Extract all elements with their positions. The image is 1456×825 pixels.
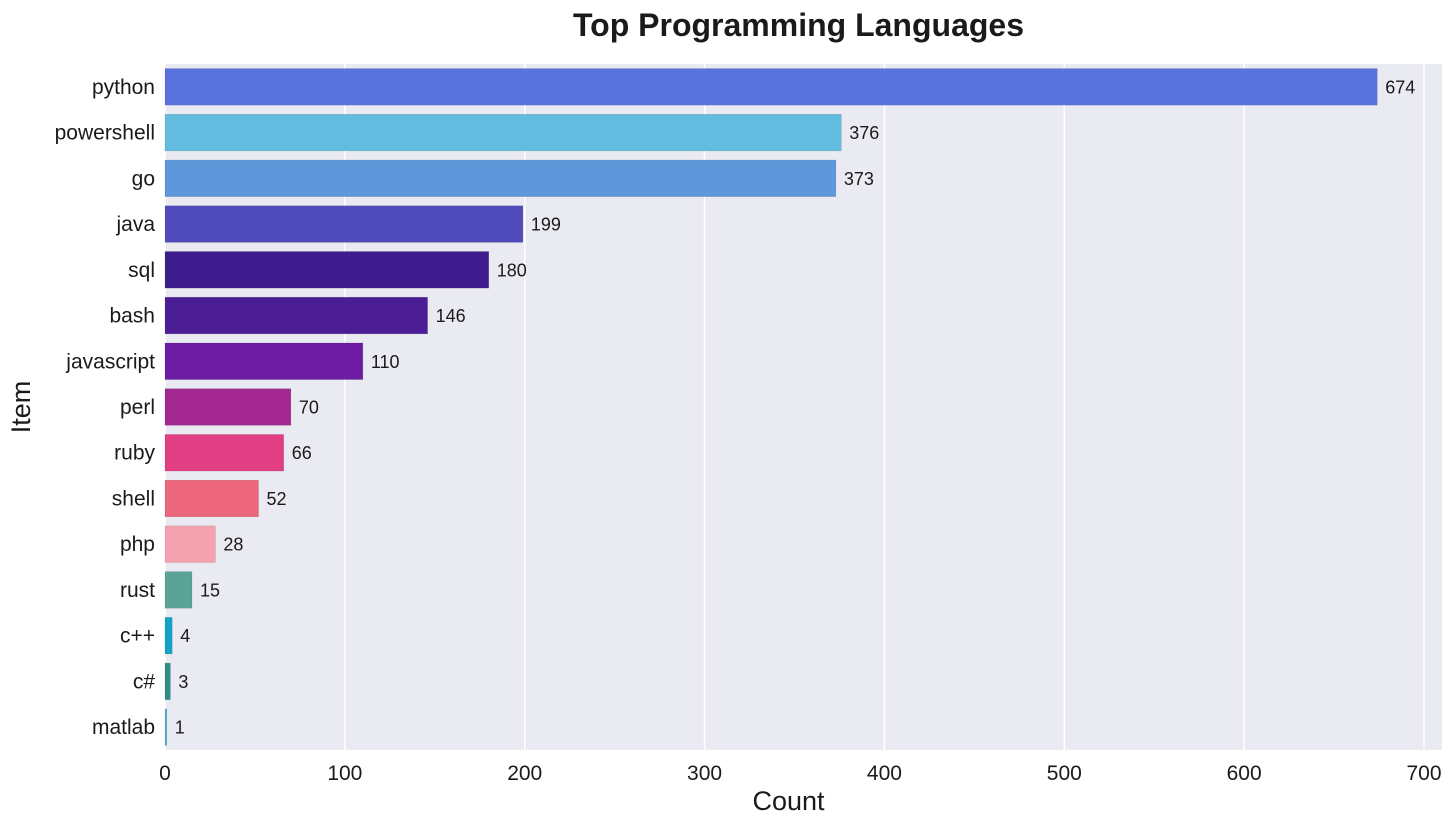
- y-tick-label: powershell: [55, 122, 155, 145]
- x-tick-label: 600: [1227, 762, 1262, 785]
- data-label: 1: [175, 718, 185, 738]
- data-label: 4: [180, 626, 190, 646]
- bar-perl: [164, 388, 292, 426]
- bar-c#: [164, 662, 171, 700]
- bar-python: [164, 68, 1378, 106]
- y-tick-label: php: [120, 533, 155, 556]
- data-label: 70: [299, 398, 319, 418]
- bar-php: [164, 525, 216, 563]
- y-tick-label: matlab: [92, 716, 155, 739]
- x-axis-label: Count: [752, 786, 825, 816]
- bar-go: [164, 159, 837, 197]
- y-axis-label: Item: [6, 381, 36, 434]
- bar-powershell: [164, 114, 842, 152]
- bar-java: [164, 205, 524, 243]
- y-tick-label: perl: [120, 396, 155, 419]
- data-label: 674: [1385, 77, 1415, 97]
- data-label: 66: [292, 443, 312, 463]
- chart-title: Top Programming Languages: [573, 7, 1024, 43]
- bar-matlab: [164, 708, 168, 746]
- y-tick-label: c++: [120, 625, 155, 648]
- data-label: 110: [371, 352, 400, 372]
- y-tick-label: sql: [128, 259, 155, 282]
- x-tick-label: 500: [1047, 762, 1082, 785]
- data-label: 15: [200, 580, 220, 600]
- y-tick-label: java: [115, 213, 155, 236]
- x-tick-label: 0: [159, 762, 171, 785]
- bar-javascript: [164, 342, 364, 380]
- y-axis-ticks: python powershell go java sql bash javascript p…: [55, 76, 156, 739]
- data-labels: 674 376 373 199 180 146 110 70 66 52 28 15 4 3 1: [175, 77, 1415, 737]
- y-tick-label: shell: [112, 487, 155, 510]
- y-tick-label: ruby: [114, 442, 155, 465]
- y-tick-label: javascript: [65, 350, 155, 373]
- data-label: 199: [531, 215, 561, 235]
- x-axis-ticks: 0 100 200 300 400 500 600 700: [159, 762, 1441, 785]
- data-label: 3: [178, 672, 188, 692]
- bar-bash: [164, 296, 428, 335]
- data-label: 52: [267, 489, 287, 509]
- data-label: 28: [223, 535, 243, 555]
- y-tick-label: rust: [120, 579, 155, 602]
- data-label: 376: [849, 123, 879, 143]
- y-tick-label: c#: [133, 670, 156, 693]
- data-label: 180: [497, 260, 527, 280]
- bars: [164, 68, 1378, 746]
- data-label: 146: [436, 306, 466, 326]
- bar-c++: [164, 617, 173, 655]
- y-tick-label: bash: [109, 305, 155, 328]
- data-label: 373: [844, 169, 874, 189]
- x-tick-label: 200: [507, 762, 542, 785]
- bar-shell: [164, 479, 259, 518]
- y-tick-label: python: [92, 76, 155, 99]
- x-tick-label: 300: [687, 762, 722, 785]
- x-tick-label: 100: [327, 762, 362, 785]
- bar-sql: [164, 251, 490, 289]
- x-tick-label: 700: [1406, 762, 1441, 785]
- bar-rust: [164, 571, 193, 609]
- bar-ruby: [164, 434, 285, 472]
- x-tick-label: 400: [867, 762, 902, 785]
- y-tick-label: go: [132, 167, 155, 190]
